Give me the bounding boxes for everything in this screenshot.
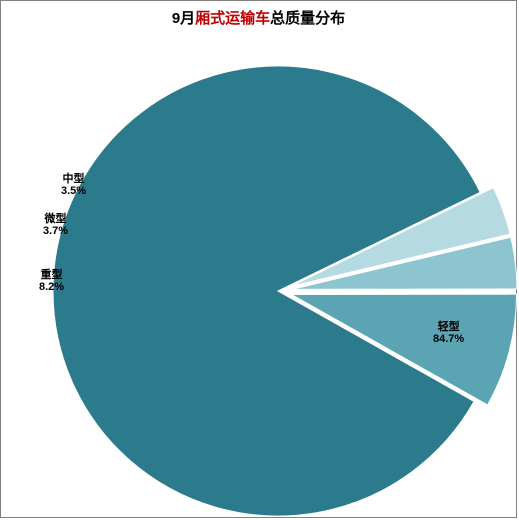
slice-label: 微型3.7% xyxy=(43,213,68,237)
slice-label-name: 微型 xyxy=(43,213,68,225)
slice-label: 中型3.5% xyxy=(61,173,86,197)
slice-label: 重型8.2% xyxy=(39,269,64,293)
slice-label-name: 轻型 xyxy=(433,321,464,333)
pie-chart xyxy=(1,1,518,519)
slice-label-pct: 84.7% xyxy=(433,333,464,345)
pie-slice xyxy=(53,66,480,516)
slice-label-pct: 8.2% xyxy=(39,281,64,293)
chart-frame: 9月厢式运输车总质量分布 轻型84.7%重型8.2%微型3.7%中型3.5% xyxy=(0,0,517,518)
slice-label-pct: 3.5% xyxy=(61,185,86,197)
slice-label-pct: 3.7% xyxy=(43,225,68,237)
slice-label-name: 中型 xyxy=(61,173,86,185)
slice-label: 轻型84.7% xyxy=(433,321,464,345)
slice-label-name: 重型 xyxy=(39,269,64,281)
